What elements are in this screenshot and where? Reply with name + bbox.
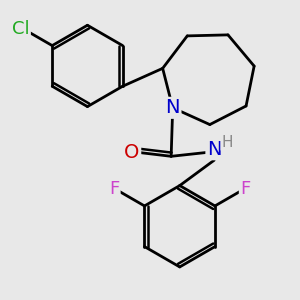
Text: Cl: Cl (12, 20, 29, 38)
Text: F: F (109, 181, 119, 199)
Text: N: N (166, 98, 180, 117)
Text: O: O (124, 143, 140, 162)
Text: F: F (240, 181, 250, 199)
Text: N: N (207, 140, 221, 159)
Text: H: H (222, 135, 233, 150)
